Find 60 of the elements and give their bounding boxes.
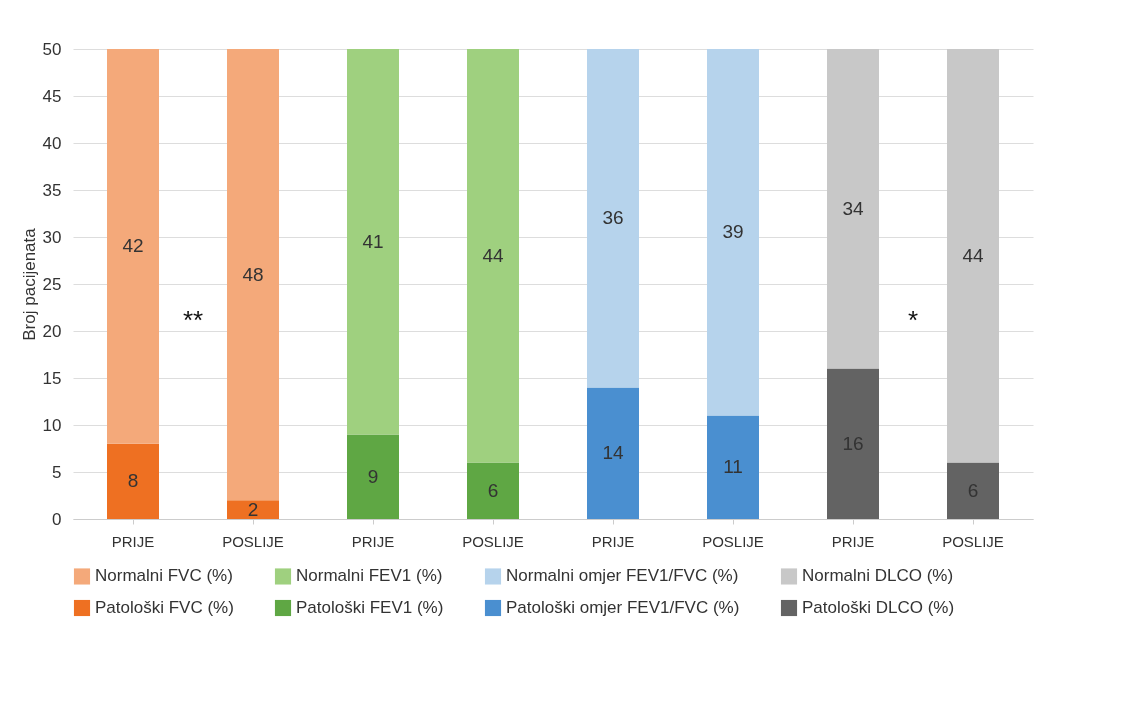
y-tick-label: 5 xyxy=(52,462,62,482)
data-label: 8 xyxy=(127,470,139,492)
x-tick-label: PRIJE xyxy=(591,532,635,550)
x-tick-label: PRIJE xyxy=(351,532,395,550)
y-axis-title: Broj pacijenata xyxy=(19,227,39,341)
bar xyxy=(227,500,279,519)
bar xyxy=(827,368,879,519)
annotation: * xyxy=(907,305,919,335)
data-label: 41 xyxy=(362,230,384,252)
bar xyxy=(947,462,999,519)
bar xyxy=(467,462,519,519)
x-tick-label: POSLIJE xyxy=(702,532,764,550)
y-tick-label: 30 xyxy=(42,227,62,247)
y-tick-label: 50 xyxy=(42,39,62,59)
bar xyxy=(587,387,639,519)
legend-label: Patološki FVC (%) xyxy=(95,598,234,617)
legend-label: Patološki DLCO (%) xyxy=(802,598,955,617)
data-label: 14 xyxy=(602,442,624,464)
x-tick-label: PRIJE xyxy=(111,532,155,550)
bar xyxy=(347,434,399,519)
bar xyxy=(587,49,639,388)
y-tick-label: 25 xyxy=(42,274,62,294)
y-tick-label: 10 xyxy=(42,415,62,435)
bar xyxy=(227,49,279,501)
bar xyxy=(347,49,399,435)
x-tick-label: POSLIJE xyxy=(222,532,284,550)
y-tick-label: 45 xyxy=(42,86,62,106)
data-label: 44 xyxy=(482,244,504,266)
legend-label: Normalni FVC (%) xyxy=(95,566,233,586)
bar xyxy=(107,49,159,444)
data-label: 6 xyxy=(487,479,499,501)
bar xyxy=(707,415,759,519)
y-tick-label: 15 xyxy=(42,368,62,388)
data-label: 9 xyxy=(367,465,379,487)
x-tick-label: POSLIJE xyxy=(942,532,1004,550)
legend-label: Patološki FEV1 (%) xyxy=(296,598,444,617)
y-tick-label: 20 xyxy=(42,321,62,341)
data-label: 44 xyxy=(962,244,984,266)
bar xyxy=(107,443,159,519)
data-label: 36 xyxy=(602,207,624,229)
data-label: 48 xyxy=(242,263,264,285)
legend-label: Normalni DLCO (%) xyxy=(802,566,954,586)
data-label: 34 xyxy=(842,197,864,219)
data-label: 2 xyxy=(247,498,259,520)
legend-label: Patološki omjer FEV1/FVC (%) xyxy=(506,598,740,617)
data-label: 11 xyxy=(723,456,743,478)
x-tick-label: POSLIJE xyxy=(462,532,524,550)
y-tick-label: 0 xyxy=(52,509,62,529)
bar xyxy=(947,49,999,463)
x-tick-label: PRIJE xyxy=(831,532,875,550)
bar xyxy=(467,49,519,463)
legend-label: Normalni FEV1 (%) xyxy=(296,566,443,586)
legend-label: Normalni omjer FEV1/FVC (%) xyxy=(506,566,739,586)
data-label: 39 xyxy=(722,221,744,243)
annotation: ** xyxy=(182,305,204,335)
y-tick-label: 40 xyxy=(42,133,62,153)
y-tick-label: 35 xyxy=(42,180,62,200)
bar xyxy=(827,49,879,369)
bar xyxy=(707,49,759,416)
data-label: 42 xyxy=(122,235,144,257)
